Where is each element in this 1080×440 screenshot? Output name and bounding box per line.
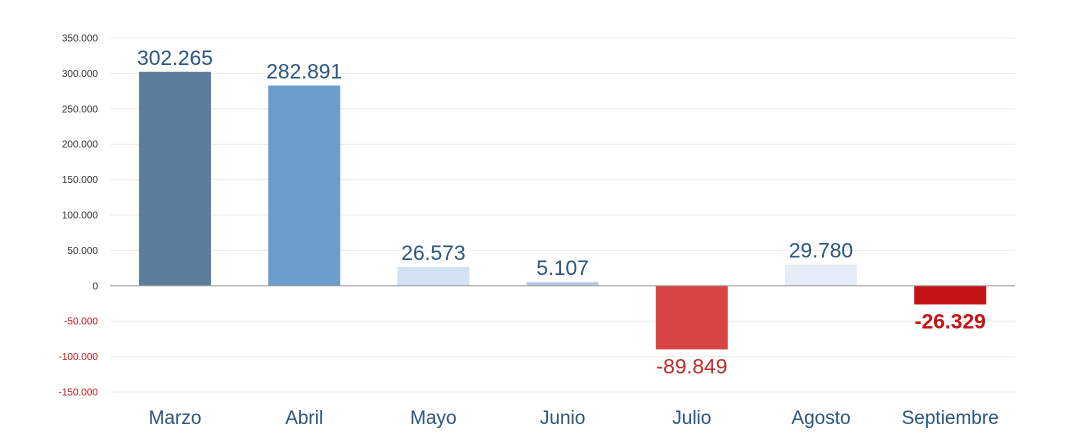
x-category-label: Mayo xyxy=(410,408,456,429)
bar-mayo xyxy=(397,266,470,286)
y-tick-label: 100.000 xyxy=(62,211,99,222)
bar-julio xyxy=(655,285,728,350)
x-category-label: Septiembre xyxy=(902,408,999,429)
y-axis-ticks: 350.000 300.000 250.000 200.000 150.000 100.0… xyxy=(59,34,99,399)
y-tick-label: -150.000 xyxy=(59,388,99,399)
x-category-label: Marzo xyxy=(149,408,202,429)
bar-marzo xyxy=(139,71,211,286)
y-tick-label: 250.000 xyxy=(62,104,99,115)
x-category-label: Abril xyxy=(285,408,323,429)
x-axis-categories: Marzo Abril Mayo Junio Julio Agosto Septiembre xyxy=(149,408,999,429)
gridlines xyxy=(110,37,1015,393)
y-tick-label: 350.000 xyxy=(62,34,99,45)
data-label: 29.780 xyxy=(789,240,853,263)
data-label: 26.573 xyxy=(401,242,465,265)
data-label: 282.891 xyxy=(266,61,342,84)
x-category-label: Agosto xyxy=(791,408,850,429)
x-category-label: Julio xyxy=(672,408,711,429)
bar-agosto xyxy=(785,264,857,286)
x-category-label: Junio xyxy=(540,408,585,429)
bar-junio xyxy=(526,282,599,286)
y-tick-label: 150.000 xyxy=(62,175,99,186)
y-tick-label: -50.000 xyxy=(64,317,98,328)
data-label: -26.329 xyxy=(915,310,986,333)
y-tick-label: 300.000 xyxy=(62,69,99,80)
data-labels: 302.265 282.891 26.573 5.107 -89.849 29.780 -2… xyxy=(137,47,986,379)
y-tick-label: -100.000 xyxy=(59,352,99,363)
y-tick-label: 50.000 xyxy=(67,246,98,257)
data-label: 5.107 xyxy=(536,257,589,280)
bars xyxy=(139,71,987,350)
y-tick-label: 0 xyxy=(92,281,98,292)
data-label: -89.849 xyxy=(656,355,727,378)
data-label: 302.265 xyxy=(137,47,213,70)
bar-abril xyxy=(268,85,341,286)
y-tick-label: 200.000 xyxy=(62,140,99,151)
bar-septiembre xyxy=(914,285,987,305)
